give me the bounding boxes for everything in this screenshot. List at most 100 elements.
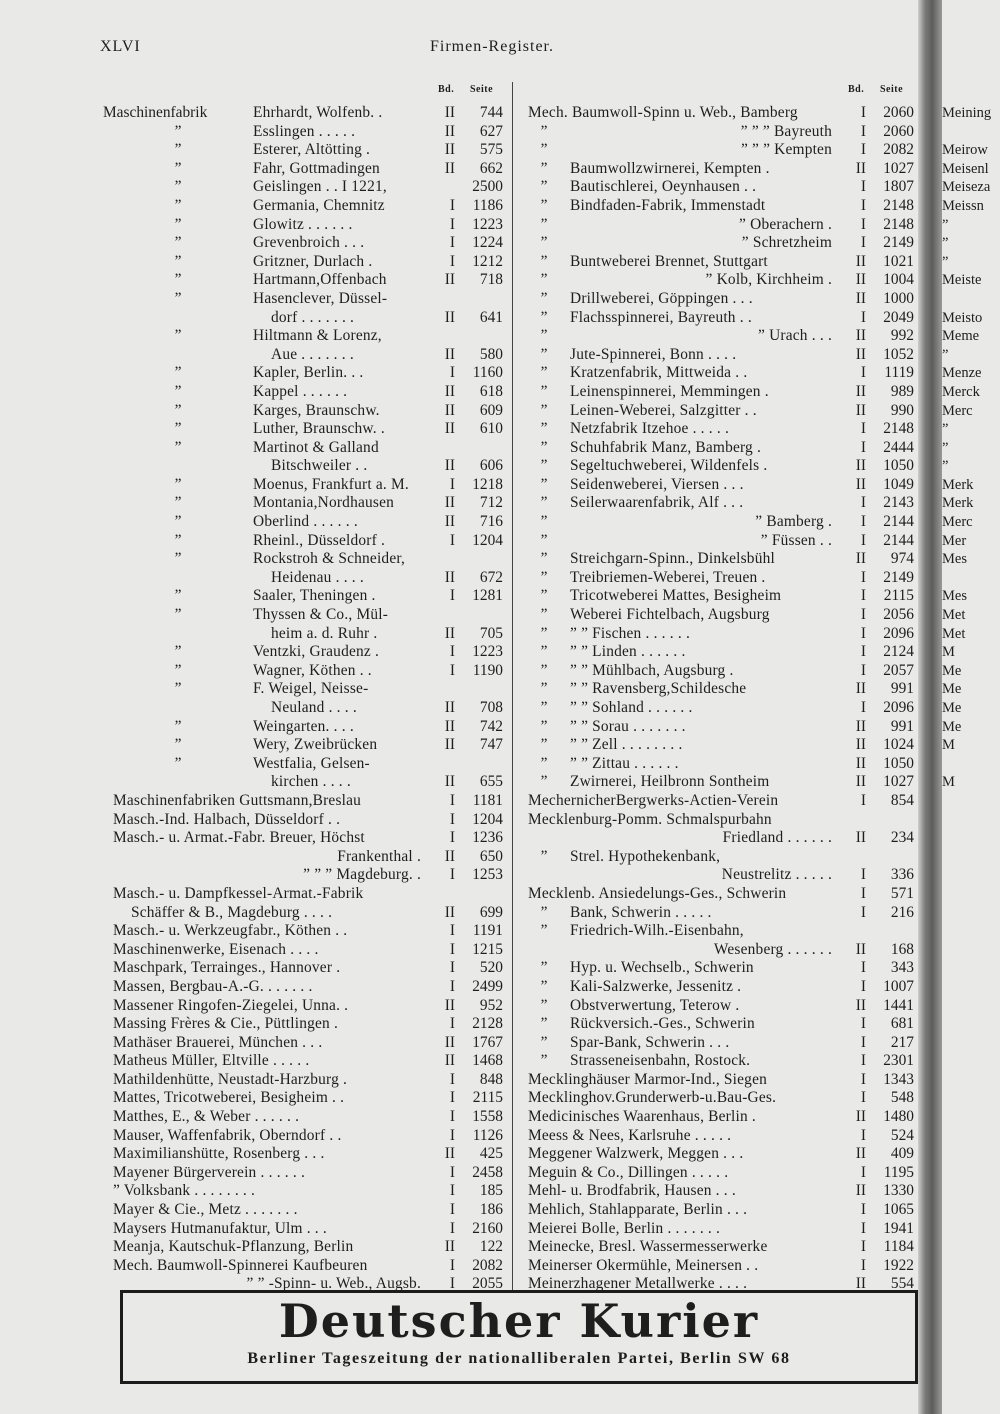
next-page-entry-fragment	[942, 569, 1000, 588]
register-entry: Mayener Bürgerverein . . . . . . I 2458	[103, 1164, 503, 1183]
entry-volume: I	[860, 1201, 866, 1219]
ditto-mark: ”	[540, 587, 548, 605]
entry-page: 1027	[883, 159, 914, 177]
register-entry: ” Saaler, Theningen . I 1281	[103, 587, 503, 606]
entry-page	[455, 327, 503, 346]
ditto-mark: ”	[174, 159, 182, 177]
entry-prefix: Maschinenfabrik	[103, 104, 208, 121]
entry-page: 524	[890, 1126, 914, 1144]
entry-volume: I	[449, 531, 455, 549]
entry-page: 716	[479, 513, 503, 531]
entry-name: Westfalia, Gelsen-	[253, 754, 370, 772]
entry-page: 992	[890, 327, 914, 345]
entry-page: 712	[479, 494, 503, 512]
entry-page: 2082	[472, 1256, 503, 1274]
entry-volume: II	[444, 1238, 455, 1256]
entry-name: Weberei Fichtelbach, Augsburg	[570, 606, 770, 624]
register-entry: ” ” Schretzheim I 2149	[518, 234, 914, 253]
ditto-mark: ”	[540, 996, 548, 1014]
entry-name: Martinot & Galland	[253, 438, 379, 456]
register-entry: Friedland . . . . . . II 234	[518, 829, 914, 848]
ditto-mark: ”	[540, 401, 548, 419]
entry-volume: II	[444, 1145, 455, 1163]
register-entry: ” Moenus, Frankfurt a. M. I 1218	[103, 476, 503, 495]
column-divider	[512, 82, 513, 1290]
entry-page: 2144	[883, 513, 914, 531]
entry-page: 991	[890, 717, 914, 735]
entry-name: Massener Ringofen-Ziegelei, Unna. .	[113, 996, 349, 1014]
entry-page: 168	[890, 940, 914, 958]
entry-volume: I	[449, 829, 455, 847]
register-entry: ” Rockstroh & Schneider,	[103, 550, 503, 569]
entry-name: Esterer, Altötting .	[253, 141, 371, 159]
entry-page: 1195	[883, 1163, 914, 1181]
entry-volume: II	[444, 736, 455, 754]
register-entry: Bitschweiler . . II 606	[103, 457, 503, 476]
next-page-entry-fragment: ”	[942, 439, 949, 456]
entry-name: Esslingen . . . . .	[253, 122, 356, 140]
next-page-entry-fragment: Meisto	[942, 309, 983, 326]
register-entry: Mehlich, Stahlapparate, Berlin . . . I 106…	[518, 1201, 914, 1220]
entry-name: Karges, Braunschw.	[253, 401, 380, 419]
ditto-mark: ”	[540, 159, 548, 177]
entry-name: Schuhfabrik Manz, Bamberg .	[570, 438, 762, 456]
entry-name: Maysers Hutmanufaktur, Ulm . . .	[113, 1219, 327, 1237]
entry-prefix	[103, 457, 253, 476]
entry-page: 122	[479, 1238, 503, 1256]
ditto-mark: ”	[540, 959, 548, 977]
register-entry: Mattes, Tricotweberei, Besigheim . . I 211…	[103, 1089, 503, 1108]
entry-volume: I	[449, 1089, 455, 1107]
register-entry: ” ” Oberachern . I 2148	[518, 216, 914, 235]
register-entry: ” Germania, Chemnitz I 1186	[103, 197, 503, 216]
entry-name: Ehrhardt, Wolfenb. .	[253, 104, 383, 121]
entry-volume: II	[855, 1182, 866, 1200]
register-entry: Schäffer & B., Magdeburg . . . . II 699	[103, 904, 503, 923]
entry-page: 1468	[472, 1052, 503, 1070]
register-entry: ” Weingarten. . . . II 742	[103, 718, 503, 737]
ditto-mark: ”	[174, 252, 182, 270]
ditto-mark: ”	[174, 717, 182, 735]
entry-volume: II	[855, 1145, 866, 1163]
entry-volume: I	[449, 215, 455, 233]
register-entry: Massen, Bergbau-A.-G. . . . . . . I 2499	[103, 978, 503, 997]
register-entry: ” Drillweberei, Göppingen . . . II 1000	[518, 290, 914, 309]
entry-page: 848	[479, 1070, 503, 1088]
entry-volume: II	[855, 736, 866, 754]
entry-name: Glowitz . . . . . .	[253, 215, 353, 233]
page-title: Firmen-Register.	[430, 38, 554, 55]
ditto-mark: ”	[540, 1015, 548, 1033]
entry-name: Kappel . . . . . .	[253, 382, 348, 400]
entry-volume: I	[860, 587, 866, 605]
entry-name: ” Füssen . .	[760, 531, 832, 549]
ditto-mark: ”	[174, 327, 182, 345]
ditto-mark: ”	[540, 550, 548, 568]
entry-page: 1000	[883, 289, 914, 307]
entry-page: 1223	[472, 215, 503, 233]
register-entry: ” ” -Spinn- u. Web., Augsb. I 2055	[103, 1275, 503, 1294]
left-seite-header: Seite	[470, 84, 494, 95]
entry-volume: I	[860, 568, 866, 586]
ditto-mark: ”	[174, 661, 182, 679]
ditto-mark: ”	[174, 587, 182, 605]
ditto-mark: ”	[540, 513, 548, 531]
next-page-entry-fragment: Meirow	[942, 142, 988, 159]
entry-volume: II	[855, 327, 866, 345]
entry-volume: I	[860, 513, 866, 531]
entry-name: Friedrich-Wilh.-Eisenbahn,	[570, 922, 744, 940]
register-entry: ” Esterer, Altötting . II 575	[103, 141, 503, 160]
entry-name: Mayener Bürgerverein . . . . . .	[113, 1163, 306, 1181]
ditto-mark: ”	[540, 345, 548, 363]
entry-volume: I	[449, 1126, 455, 1144]
next-page-entry-fragment: Meiste	[942, 272, 982, 289]
entry-volume: I	[449, 977, 455, 995]
ditto-mark: ”	[540, 234, 548, 252]
ditto-mark: ”	[540, 531, 548, 549]
entry-page: 1218	[472, 475, 503, 493]
ditto-mark: ”	[540, 271, 548, 289]
entry-volume: II	[444, 271, 455, 289]
ditto-mark: ”	[540, 252, 548, 270]
entry-volume: I	[449, 661, 455, 679]
entry-page: 1330	[883, 1182, 914, 1200]
register-entry: Meinecke, Bresl. Wassermesserwerke I 1184	[518, 1238, 914, 1257]
entry-volume: I	[860, 234, 866, 252]
